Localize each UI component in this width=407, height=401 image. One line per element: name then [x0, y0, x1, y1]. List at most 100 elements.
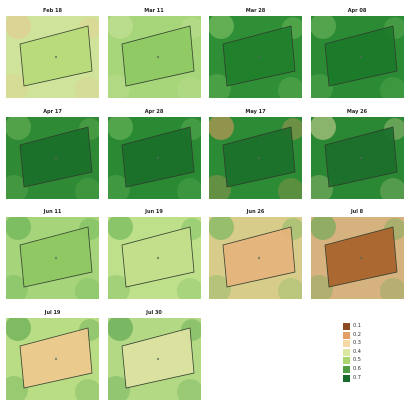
field-center-marker	[156, 55, 159, 59]
legend-label: 0.2	[353, 331, 361, 338]
vegetation-blob	[6, 317, 31, 341]
ndvi-panel: Jun 26	[209, 208, 302, 299]
legend-swatch	[343, 348, 350, 356]
vegetation-blob	[6, 375, 28, 400]
field-map	[209, 116, 302, 199]
panel-date-label: Jul 8	[350, 209, 364, 215]
panel-date-label: Jun 19	[145, 209, 163, 215]
vegetation-blob	[6, 174, 28, 199]
field-map	[107, 116, 201, 199]
vegetation-blob	[75, 77, 99, 98]
legend-item: 0.5	[343, 357, 383, 365]
field-center-marker	[156, 357, 159, 360]
legend-label: 0.5	[353, 357, 361, 364]
vegetation-blob	[107, 16, 133, 39]
legend-swatch	[343, 340, 350, 348]
legend-item: 0.4	[343, 348, 383, 356]
field-map	[209, 217, 302, 299]
legend-label: 0.1	[353, 323, 361, 329]
field-map	[107, 16, 201, 98]
vegetation-blob	[6, 116, 31, 140]
legend-swatch	[343, 323, 350, 330]
field-center-marker	[156, 156, 159, 159]
ndvi-panel: Apr 28	[107, 107, 201, 199]
vegetation-blob	[75, 278, 99, 299]
ndvi-panel: Jul 8	[310, 208, 404, 299]
vegetation-blob	[107, 217, 133, 240]
vegetation-blob	[379, 278, 404, 299]
vegetation-blob	[379, 77, 404, 98]
vegetation-blob	[209, 174, 231, 199]
vegetation-blob	[75, 177, 99, 199]
legend-swatch	[343, 366, 350, 373]
field-center-marker	[54, 156, 58, 159]
legend-label: 0.6	[353, 366, 361, 372]
vegetation-blob	[310, 174, 333, 199]
vegetation-blob	[176, 177, 201, 199]
vegetation-blob	[176, 378, 201, 400]
legend-item: 0.6	[343, 366, 383, 373]
vegetation-blob	[107, 317, 133, 341]
ndvi-panel: Apr 17	[6, 107, 99, 199]
legend-item: 0.7	[343, 374, 383, 382]
ndvi-panel: Jul 30	[107, 308, 201, 400]
vegetation-blob	[107, 375, 130, 400]
field-map	[209, 16, 302, 98]
vegetation-blob	[379, 177, 404, 199]
panel-date-label: Feb 18	[43, 8, 62, 14]
field-center-marker	[54, 256, 58, 260]
vegetation-blob	[278, 77, 302, 98]
vegetation-blob	[107, 275, 130, 299]
vegetation-blob	[310, 275, 333, 299]
legend-swatch	[343, 331, 350, 339]
panel-date-label: Apr 08	[347, 8, 367, 14]
vegetation-blob	[209, 217, 234, 240]
ndvi-panel: Apr 08	[310, 7, 404, 98]
vegetation-blob	[6, 217, 31, 240]
panel-date-label: Mar 11	[144, 8, 164, 14]
field-map	[6, 116, 99, 199]
panel-date-label: May 17	[245, 108, 266, 115]
field-center-marker	[257, 256, 261, 260]
panel-date-label: Apr 17	[43, 108, 62, 115]
field-map	[310, 116, 404, 199]
vegetation-blob	[209, 275, 231, 299]
field-map	[107, 217, 201, 299]
field-map	[310, 217, 404, 299]
field-center-marker	[257, 55, 261, 59]
vegetation-blob	[278, 278, 302, 299]
legend-label: 0.7	[353, 374, 361, 381]
vegetation-blob	[310, 16, 336, 39]
ndvi-panel: Feb 18	[6, 7, 99, 98]
legend-swatch	[343, 357, 350, 365]
field-center-marker	[54, 357, 58, 360]
vegetation-blob	[107, 74, 130, 98]
ndvi-panel: Mar 28	[209, 7, 302, 98]
legend-label: 0.4	[353, 348, 361, 355]
field-map	[107, 317, 201, 400]
legend-item: 0.1	[343, 323, 383, 330]
ndvi-panel: Jul 19	[6, 308, 99, 400]
field-map	[6, 317, 99, 400]
vegetation-blob	[209, 116, 234, 140]
panel-date-label: Jul 19	[44, 309, 61, 316]
vegetation-blob	[209, 74, 231, 98]
field-map	[6, 217, 99, 299]
panel-date-label: Mar 28	[245, 8, 266, 14]
field-center-marker	[359, 256, 362, 260]
vegetation-blob	[310, 217, 336, 240]
vegetation-blob	[75, 378, 99, 400]
vegetation-blob	[176, 77, 201, 98]
vegetation-blob	[278, 177, 302, 199]
field-center-marker	[359, 55, 362, 59]
legend-item: 0.3	[343, 340, 383, 348]
panel-date-label: May 26	[346, 108, 368, 115]
ndvi-panel: Jun 19	[107, 208, 201, 299]
vegetation-blob	[107, 116, 133, 140]
field-map	[6, 16, 99, 98]
legend-item: 0.2	[343, 331, 383, 339]
panel-date-label: Jul 30	[146, 309, 162, 316]
ndvi-panel: Mar 11	[107, 7, 201, 98]
field-center-marker	[156, 256, 159, 260]
